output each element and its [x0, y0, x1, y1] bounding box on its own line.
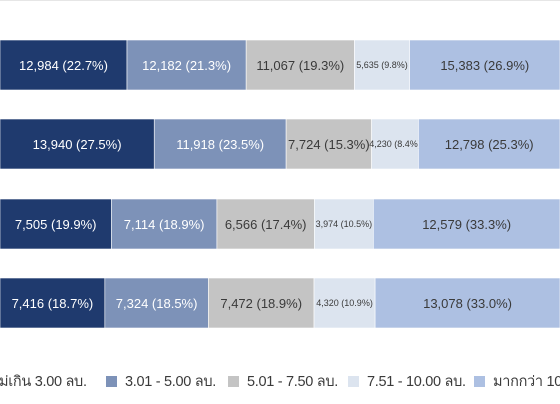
data-label-row2-series5: 12,798 (25.3%): [445, 137, 534, 152]
data-label-row1-series5: 15,383 (26.9%): [440, 58, 529, 73]
data-label-row4-series1: 7,416 (18.7%): [12, 296, 94, 311]
data-label-row1-series3: 11,067 (19.3%): [256, 58, 344, 73]
bar-segment-row1-series2: [126, 39, 247, 91]
legend-swatch-3: [228, 375, 239, 387]
bar-segment-row3-series3: [216, 198, 315, 250]
bar-segment-row2-series5: [418, 118, 560, 170]
data-label-row2-series3: 7,724 (15.3%): [288, 137, 370, 152]
legend-label-4: 7.51 - 10.00 ลบ.: [367, 373, 466, 390]
legend-label-3: 5.01 - 7.50 ลบ.: [247, 373, 338, 390]
bar-segment-row1-series3: [245, 39, 355, 91]
bar-segment-row4-series5: [374, 277, 560, 329]
data-label-row3-series5: 12,579 (33.3%): [422, 217, 511, 232]
legend-swatch-2: [106, 375, 117, 387]
data-label-row3-series4: 3,974 (10.5%): [316, 219, 373, 229]
legend-item-2: 3.01 - 5.00 ลบ.: [106, 366, 216, 396]
bar-segment-row2-series3: [285, 118, 372, 170]
data-label-row4-series4: 4,320 (10.9%): [316, 298, 373, 308]
bar-segment-row3-series2: [111, 198, 218, 250]
data-label-row4-series5: 13,078 (33.0%): [423, 296, 512, 311]
bar-segment-row3-series4: [314, 198, 374, 250]
bar-segment-row1-series1: [0, 39, 128, 91]
bar-segment-row4-series3: [208, 277, 315, 329]
data-label-row4-series3: 7,472 (18.9%): [220, 296, 302, 311]
bar-segment-row3-series1: [0, 198, 112, 250]
data-label-row2-series1: 13,940 (27.5%): [33, 137, 122, 152]
bar-segment-row2-series4: [371, 118, 419, 170]
legend-item-3: 5.01 - 7.50 ลบ.: [228, 366, 338, 396]
data-label-row2-series2: 11,918 (23.5%): [176, 137, 264, 152]
bar-segment-row4-series1: [0, 277, 106, 329]
data-label-row3-series2: 7,114 (18.9%): [124, 217, 205, 232]
legend-swatch-4: [348, 375, 359, 387]
data-label-row3-series1: 7,505 (19.9%): [15, 217, 97, 232]
legend-item-1: ไม่เกิน 3.00 ลบ.: [0, 366, 87, 396]
bar-segment-row3-series5: [373, 198, 560, 250]
data-label-row1-series1: 12,984 (22.7%): [19, 58, 108, 73]
top-rule: [0, 0, 560, 1]
bar-segment-row4-series4: [313, 277, 376, 329]
legend-item-5: มากกว่า 10.00: [474, 366, 560, 396]
bar-segment-row4-series2: [104, 277, 209, 329]
data-label-row1-series4: 5,635 (9.8%): [356, 60, 408, 70]
legend: ไม่เกิน 3.00 ลบ. 3.01 - 5.00 ลบ. 5.01 - 7.…: [0, 366, 560, 396]
legend-swatch-5: [474, 375, 485, 387]
bar-segment-row1-series5: [409, 39, 560, 91]
data-label-row1-series2: 12,182 (21.3%): [142, 58, 231, 73]
legend-label-2: 3.01 - 5.00 ลบ.: [125, 373, 216, 390]
data-label-row4-series2: 7,324 (18.5%): [116, 296, 198, 311]
legend-item-4: 7.51 - 10.00 ลบ.: [348, 366, 466, 396]
bar-segment-row1-series4: [354, 39, 410, 91]
legend-label-1: ไม่เกิน 3.00 ลบ.: [0, 373, 87, 390]
data-label-row3-series3: 6,566 (17.4%): [225, 217, 307, 232]
data-label-row2-series4: 4,230 (8.4%): [369, 139, 421, 149]
legend-label-5: มากกว่า 10.00: [493, 373, 560, 390]
